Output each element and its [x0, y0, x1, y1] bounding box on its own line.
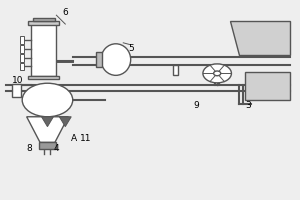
Bar	[20, 45, 24, 53]
Bar	[97, 52, 102, 67]
Text: 10: 10	[12, 76, 23, 85]
Polygon shape	[245, 72, 290, 100]
Circle shape	[203, 64, 231, 83]
Polygon shape	[41, 117, 53, 127]
Polygon shape	[59, 117, 71, 127]
Bar	[28, 21, 59, 25]
Bar	[20, 36, 24, 44]
Text: 3: 3	[245, 101, 251, 110]
Bar	[31, 23, 56, 76]
Ellipse shape	[101, 44, 131, 75]
Text: 8: 8	[27, 144, 32, 153]
Text: 5: 5	[128, 44, 134, 53]
Text: 9: 9	[193, 101, 199, 110]
Circle shape	[22, 83, 73, 117]
Bar	[20, 54, 24, 62]
Bar	[20, 63, 24, 70]
Bar	[33, 18, 55, 21]
Text: A: A	[71, 134, 77, 143]
Text: 4: 4	[54, 144, 59, 153]
Bar	[12, 84, 21, 97]
Bar	[28, 76, 59, 79]
Polygon shape	[27, 117, 68, 142]
Circle shape	[214, 71, 221, 76]
Text: 6: 6	[62, 8, 68, 17]
Polygon shape	[230, 21, 290, 55]
Bar	[38, 142, 56, 149]
Text: 11: 11	[80, 134, 92, 143]
Bar	[173, 64, 178, 75]
